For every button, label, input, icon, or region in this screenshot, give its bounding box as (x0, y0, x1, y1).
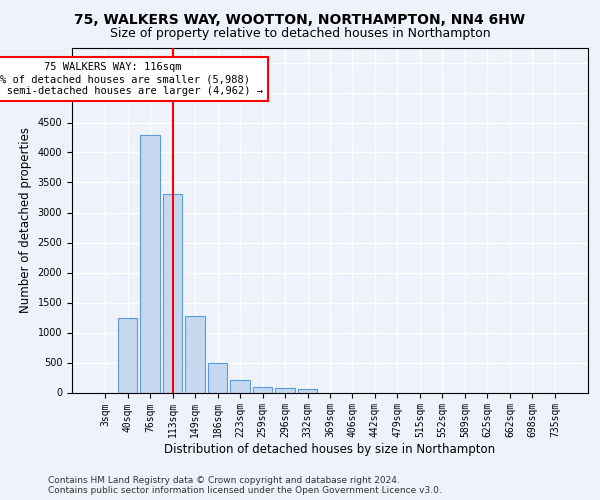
Bar (208, 363, 227, 392)
X-axis label: Distribution of detached houses by size in Northampton: Distribution of detached houses by size … (164, 443, 496, 456)
Bar (185, 316, 205, 392)
Bar (163, 194, 182, 392)
Bar (118, 318, 137, 392)
Bar (275, 388, 295, 392)
Text: 75 WALKERS WAY: 116sqm
← 55% of detached houses are smaller (5,988)
45% of semi-: 75 WALKERS WAY: 116sqm ← 55% of detached… (0, 62, 263, 96)
Bar (230, 380, 250, 392)
Y-axis label: Number of detached properties: Number of detached properties (19, 127, 32, 313)
Bar (253, 387, 272, 392)
Bar (298, 389, 317, 392)
Text: Contains HM Land Registry data © Crown copyright and database right 2024.
Contai: Contains HM Land Registry data © Crown c… (48, 476, 442, 495)
Bar (140, 134, 160, 392)
Text: Size of property relative to detached houses in Northampton: Size of property relative to detached ho… (110, 28, 490, 40)
Text: 75, WALKERS WAY, WOOTTON, NORTHAMPTON, NN4 6HW: 75, WALKERS WAY, WOOTTON, NORTHAMPTON, N… (74, 12, 526, 26)
